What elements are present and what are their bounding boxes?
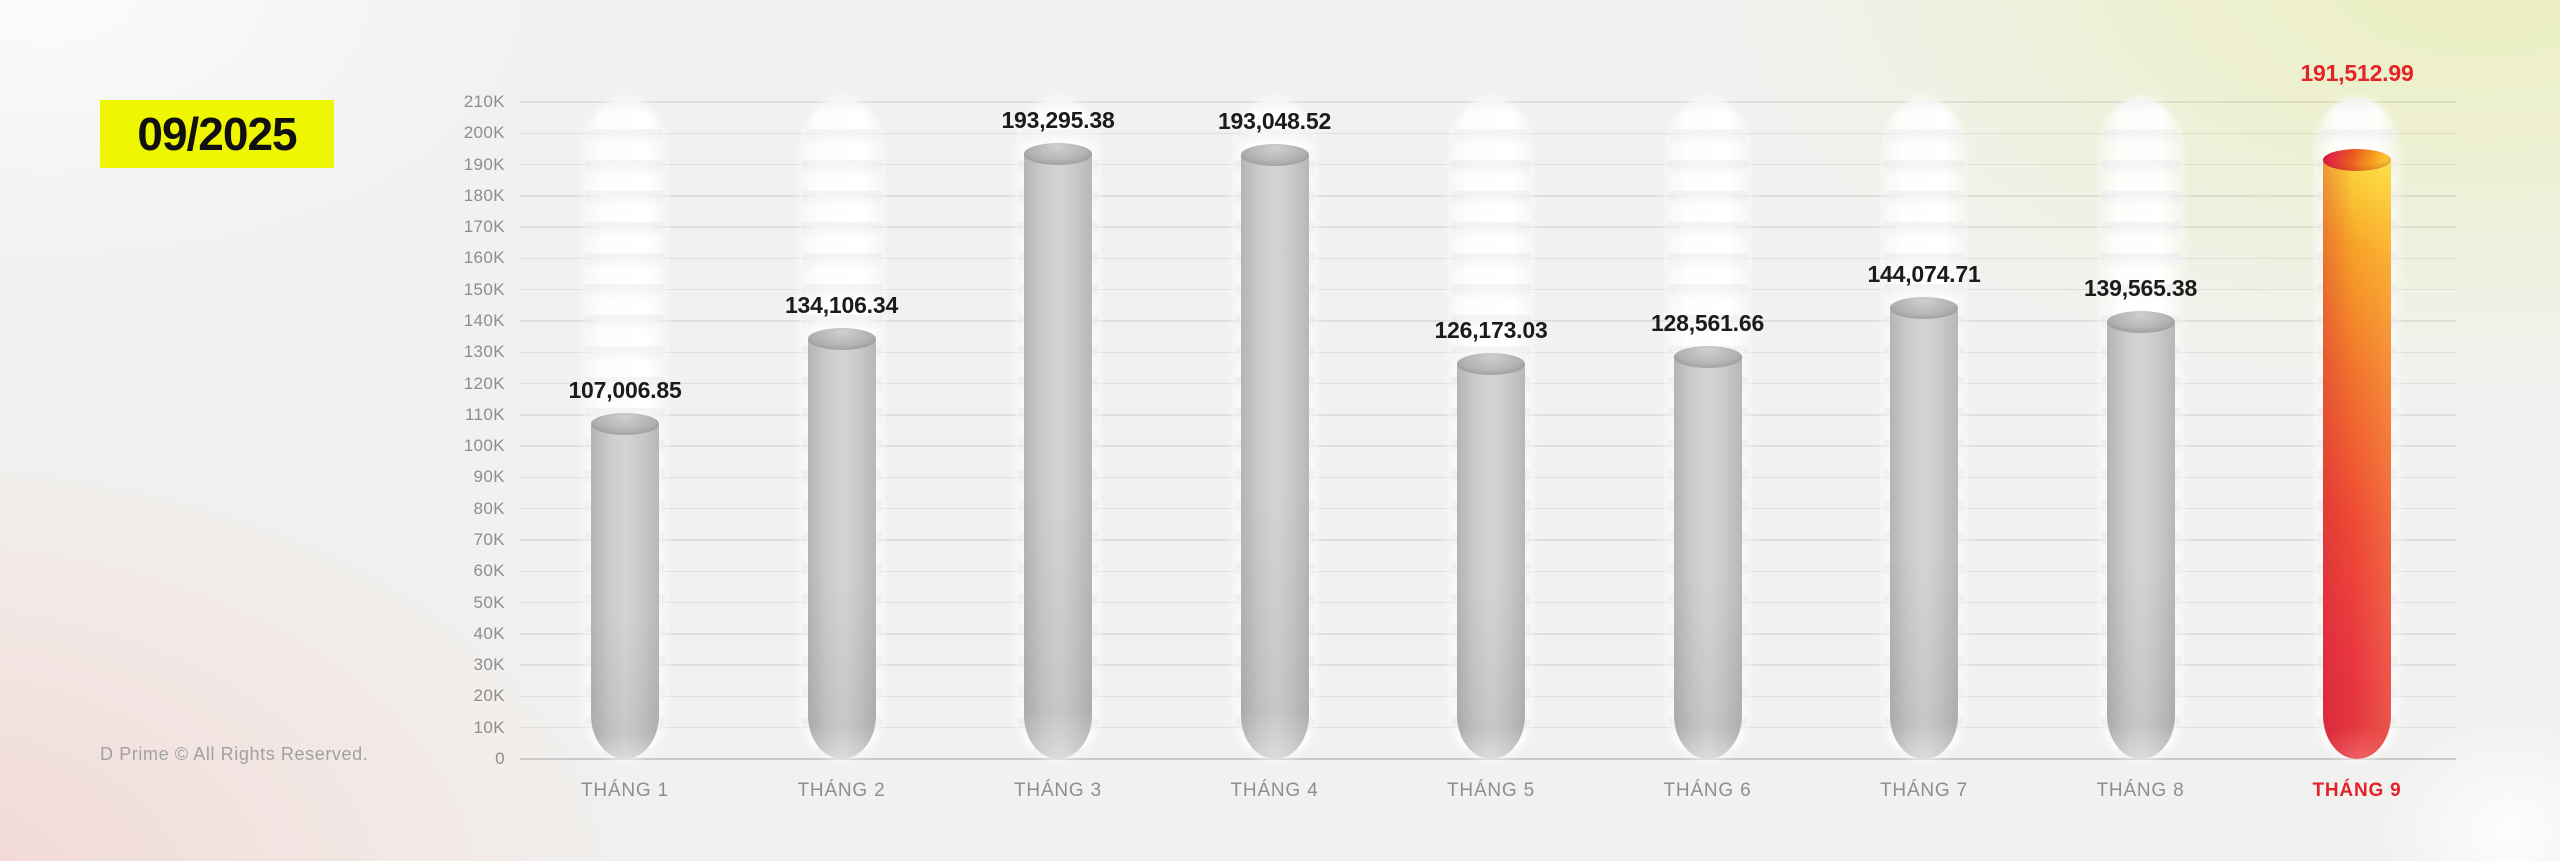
y-tick-label: 110K [464, 404, 505, 424]
month-label: THÁNG 4 [1230, 780, 1319, 801]
month-label: THÁNG 6 [1663, 780, 1752, 801]
y-tick-label: 120K [463, 373, 505, 393]
bar-thang-5 [1457, 353, 1525, 759]
y-tick-label: 100K [463, 436, 505, 456]
y-tick-label: 0 [495, 749, 505, 768]
y-tick-label: 80K [473, 498, 505, 518]
bar-top-rim [591, 413, 659, 436]
month-label: THÁNG 5 [1447, 780, 1535, 801]
bar-top-rim [1673, 345, 1742, 368]
month-label: THÁNG 8 [2096, 780, 2185, 801]
bar-thang-6 [1673, 345, 1742, 759]
y-tick-label: 180K [463, 185, 505, 205]
bar-top-rim [1024, 143, 1092, 166]
y-tick-label: 150K [463, 279, 505, 299]
bar-thang-2 [807, 328, 876, 759]
month-label: THÁNG 9 [2312, 780, 2402, 801]
y-tick-label: 190K [463, 154, 505, 174]
y-tick-label: 160K [463, 248, 505, 268]
bar-top-rim [807, 328, 876, 351]
bar-top-rim [2106, 311, 2175, 334]
y-tick-label: 20K [473, 686, 505, 706]
value-label: 191,512.99 [2300, 60, 2414, 86]
bar-top-rim [2323, 148, 2391, 171]
y-tick-label: 200K [463, 123, 505, 143]
bar-top-rim [1240, 144, 1309, 167]
y-tick-label: 10K [473, 717, 505, 737]
value-label: 126,173.03 [1434, 317, 1548, 344]
value-label: 128,561.66 [1650, 309, 1765, 336]
value-label: 144,074.71 [1867, 261, 1981, 288]
y-tick-label: 60K [473, 561, 505, 581]
month-label: THÁNG 3 [1014, 780, 1102, 801]
y-tick-label: 70K [473, 530, 505, 549]
value-label: 139,565.38 [2083, 275, 2198, 302]
bar-thang-1 [591, 413, 659, 759]
bar-thang-4 [1240, 144, 1309, 759]
bar-thang-8 [2106, 311, 2175, 759]
period-badge: 09/2025 [100, 100, 334, 168]
bar-thang-9-highlight [2323, 148, 2391, 759]
value-label: 134,106.34 [784, 292, 899, 319]
bar-top-rim [1457, 353, 1525, 376]
value-label: 107,006.85 [568, 377, 682, 404]
bar-thang-7 [1890, 297, 1958, 759]
month-label: THÁNG 7 [1880, 780, 1968, 801]
month-label: THÁNG 2 [797, 780, 886, 801]
y-tick-label: 30K [473, 655, 505, 675]
bar-top-rim [1890, 297, 1958, 320]
value-label: 193,048.52 [1217, 108, 1332, 135]
value-label: 193,295.38 [1001, 107, 1115, 134]
y-tick-label: 90K [473, 467, 505, 487]
y-tick-label: 130K [463, 342, 505, 362]
copyright-text: D Prime © All Rights Reserved. [100, 744, 369, 764]
y-tick-label: 210K [463, 92, 505, 111]
y-tick-label: 40K [473, 623, 505, 643]
x-axis-line [520, 758, 2456, 760]
y-tick-label: 170K [463, 217, 505, 237]
month-label: THÁNG 1 [581, 780, 669, 801]
y-tick-label: 50K [473, 592, 505, 612]
y-tick-label: 140K [463, 311, 505, 330]
bar-thang-3 [1024, 143, 1092, 759]
